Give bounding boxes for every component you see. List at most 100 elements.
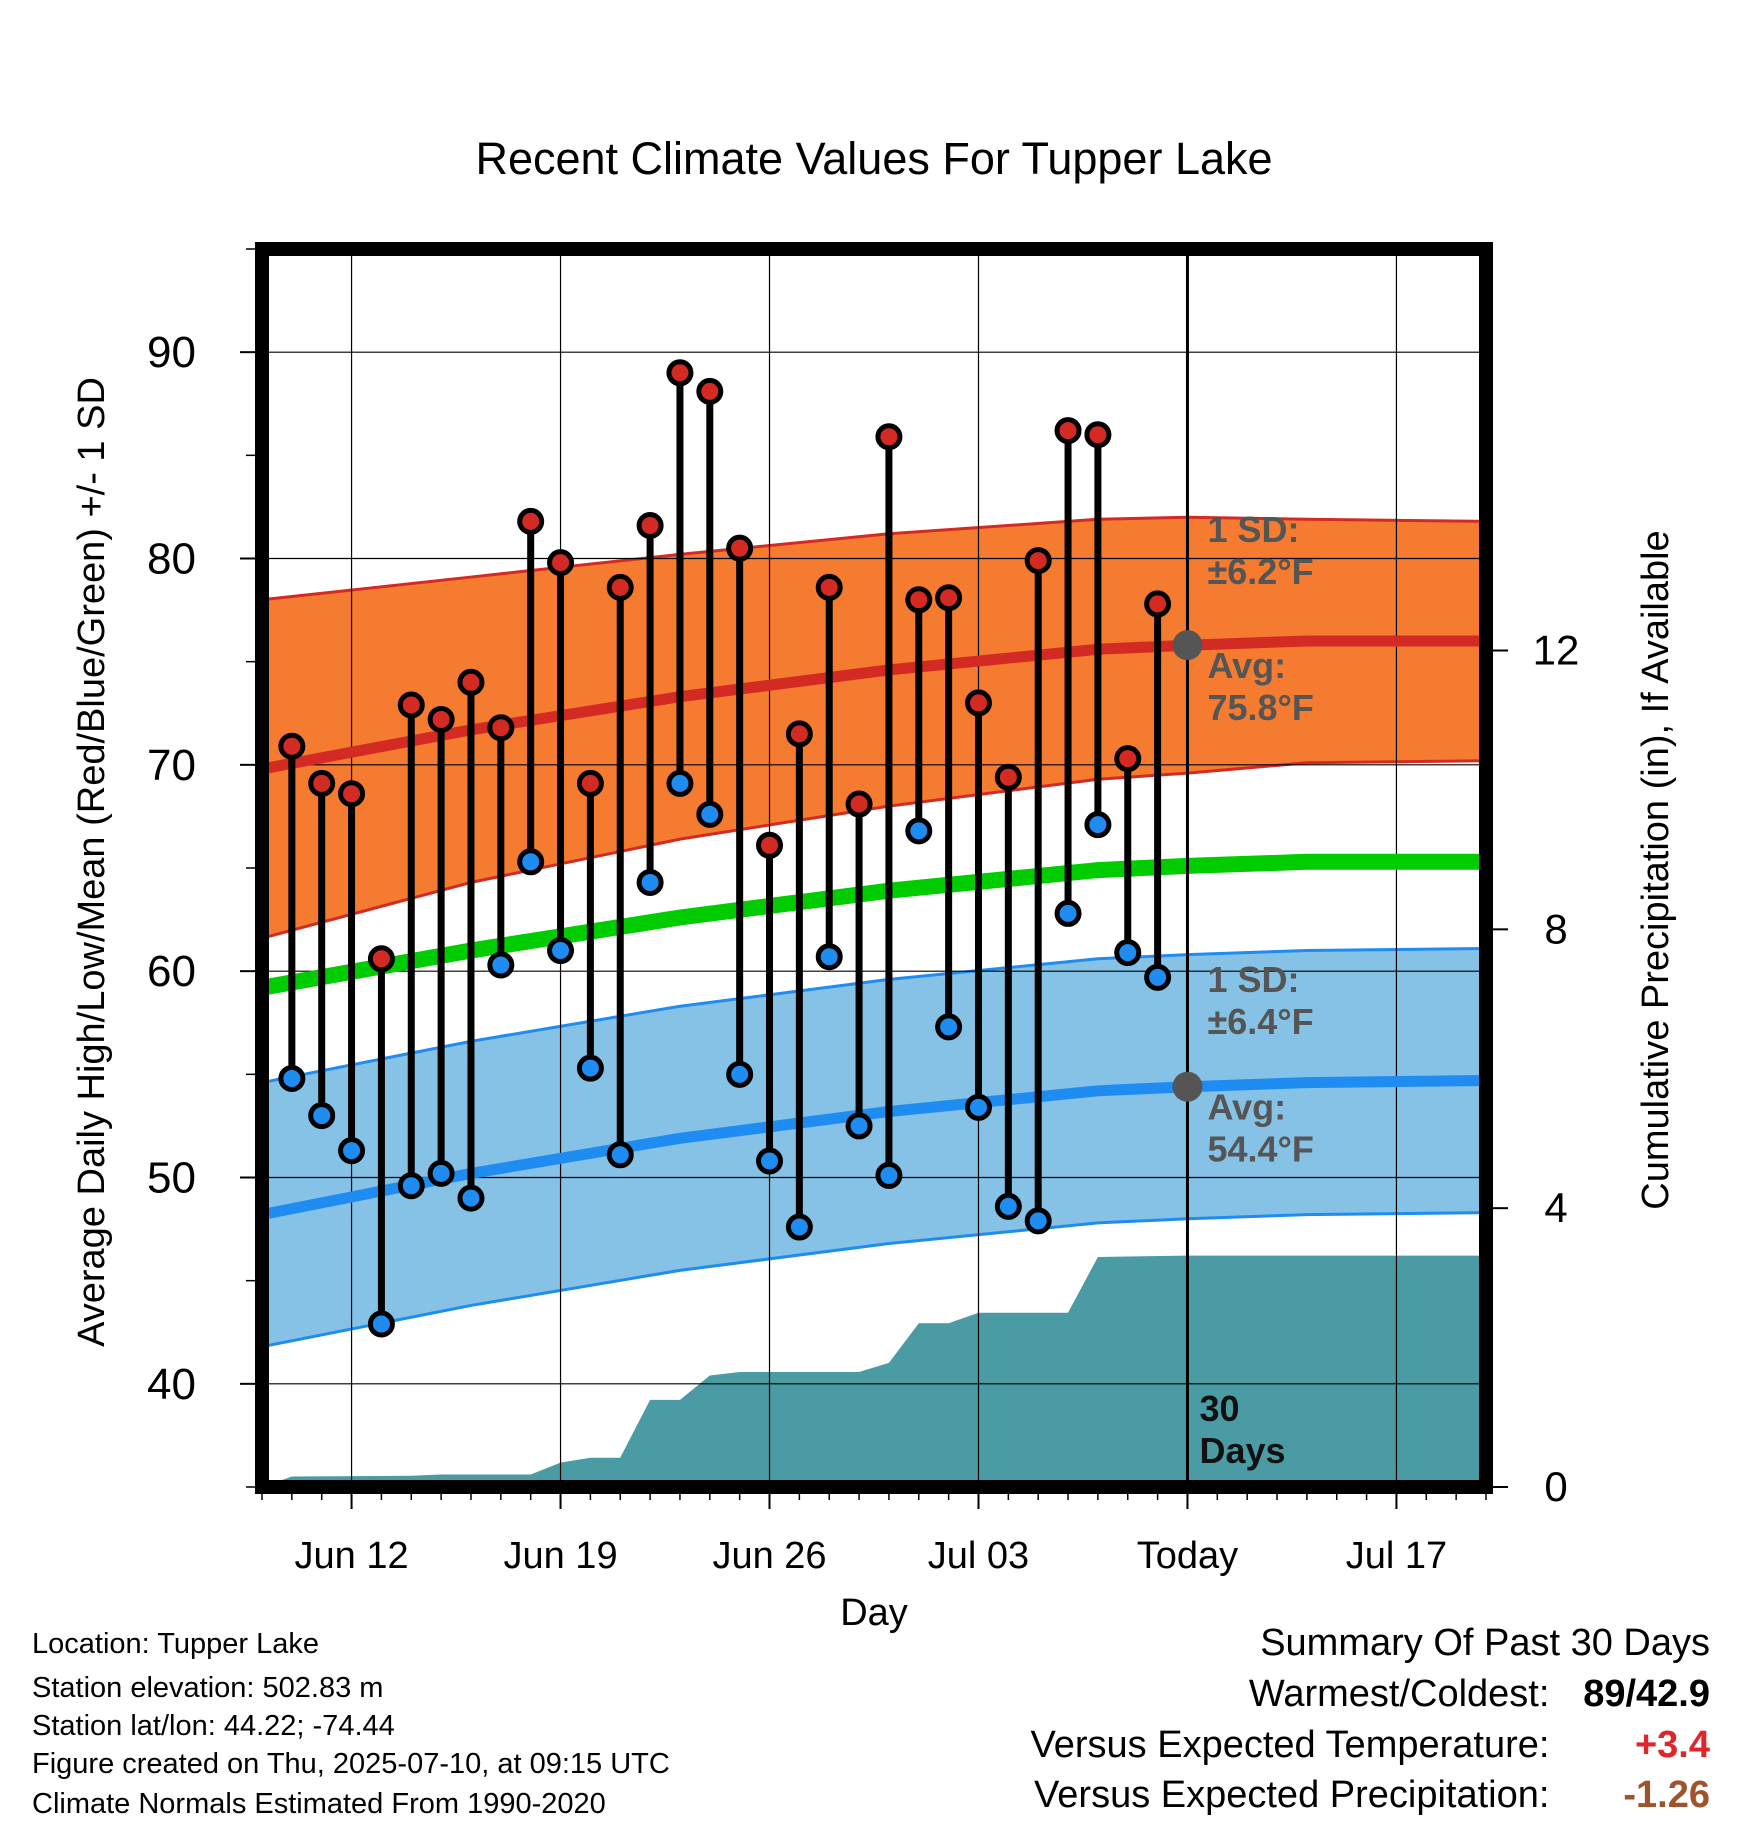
- info-location: Location: Tupper Lake: [32, 1628, 319, 1660]
- daily-high-point: [308, 769, 336, 797]
- daily-low-point: [905, 817, 933, 845]
- daily-high-point: [576, 769, 604, 797]
- daily-low-point: [338, 1137, 366, 1165]
- daily-low-point: [278, 1064, 306, 1092]
- info-elevation: Station elevation: 502.83 m: [32, 1672, 384, 1704]
- info-created: Figure created on Thu, 2025-07-10, at 09…: [32, 1748, 670, 1780]
- high-sd-band: [262, 517, 1486, 939]
- daily-high-point: [606, 573, 634, 601]
- precip-cumulative-area: [262, 1255, 1486, 1487]
- x-tick-label: Jul 03: [928, 1535, 1029, 1577]
- y-tick-label-right: 4: [1544, 1184, 1567, 1231]
- today-days-annotation: 30: [1199, 1388, 1239, 1429]
- daily-high-point: [1144, 590, 1172, 618]
- daily-low-point: [726, 1060, 754, 1088]
- low-sd-band: [262, 948, 1486, 1347]
- plot-frame: [255, 242, 1493, 1494]
- daily-low-point: [547, 937, 575, 965]
- x-tick-label: Jun 12: [295, 1535, 409, 1577]
- daily-low-point: [845, 1112, 873, 1140]
- info-latlon: Station lat/lon: 44.22; -74.44: [32, 1710, 395, 1742]
- daily-high-point: [994, 763, 1022, 791]
- summary-temp: Versus Expected Temperature: +3.4: [1031, 1724, 1710, 1767]
- precip-value: -1.26: [1623, 1774, 1710, 1816]
- low-sd-upper-edge: [261, 946, 1487, 1085]
- low-sd-lower-edge: [261, 1211, 1487, 1349]
- low-normal-line: [260, 1075, 1487, 1220]
- y-tick-label-left: 50: [147, 1154, 196, 1203]
- y-axis-label-left: Average Daily High/Low/Mean (Red/Blue/Gr…: [71, 377, 113, 1347]
- daily-high-point: [845, 790, 873, 818]
- daily-low-point: [756, 1147, 784, 1175]
- daily-low-point: [1054, 899, 1082, 927]
- daily-low-point: [397, 1172, 425, 1200]
- daily-low-point: [427, 1159, 455, 1187]
- daily-low-point: [457, 1184, 485, 1212]
- daily-high-point: [487, 714, 515, 742]
- daily-high-point: [696, 377, 724, 405]
- daily-high-point: [636, 511, 664, 539]
- y-tick-label-left: 90: [147, 328, 196, 377]
- y-axis-label-right: Cumulative Precipitation (in), If Availa…: [1635, 530, 1677, 1209]
- daily-series: [278, 359, 1172, 1338]
- daily-low-point: [367, 1310, 395, 1338]
- daily-high-point: [547, 549, 575, 577]
- high-sd-annotation: 1 SD:: [1207, 509, 1299, 550]
- daily-low-point: [666, 769, 694, 797]
- daily-high-point: [666, 359, 694, 387]
- mean-normal-line: [260, 853, 1486, 996]
- x-tick-label: Jun 26: [712, 1535, 826, 1577]
- low-avg-annotation: 54.4°F: [1207, 1129, 1313, 1170]
- y-tick-label-right: 0: [1544, 1463, 1567, 1510]
- precip-area: [262, 1255, 1486, 1487]
- daily-low-point: [487, 951, 515, 979]
- daily-high-point: [517, 507, 545, 535]
- low-sd-annotation: 1 SD:: [1207, 959, 1299, 1000]
- today-days-annotation: Days: [1199, 1430, 1285, 1471]
- high-sd-upper-edge: [261, 515, 1487, 602]
- daily-high-point: [338, 780, 366, 808]
- summary-precip: Versus Expected Precipitation: -1.26: [1034, 1774, 1710, 1817]
- low-sd-annotation: ±6.4°F: [1207, 1001, 1313, 1042]
- daily-low-point: [815, 943, 843, 971]
- daily-low-point: [1084, 811, 1112, 839]
- daily-high-point: [278, 732, 306, 760]
- daily-high-point: [785, 720, 813, 748]
- y-tick-label-right: 12: [1533, 627, 1580, 674]
- precip-label: Versus Expected Precipitation:: [1034, 1774, 1550, 1816]
- info-normals: Climate Normals Estimated From 1990-2020: [32, 1788, 606, 1820]
- chart-title: Recent Climate Values For Tupper Lake: [475, 133, 1272, 184]
- y-tick-label-left: 40: [147, 1360, 196, 1409]
- daily-high-point: [367, 945, 395, 973]
- temp-label: Versus Expected Temperature:: [1030, 1724, 1550, 1766]
- y-tick-label-left: 70: [147, 741, 196, 790]
- daily-high-point: [875, 423, 903, 451]
- daily-low-point: [696, 800, 724, 828]
- y-tick-label-left: 80: [147, 535, 196, 584]
- daily-high-point: [1024, 547, 1052, 575]
- daily-high-point: [964, 689, 992, 717]
- daily-high-point: [1084, 421, 1112, 449]
- high-sd-annotation: ±6.2°F: [1207, 551, 1313, 592]
- low-avg-annotation: Avg:: [1207, 1087, 1286, 1128]
- daily-low-point: [308, 1102, 336, 1130]
- daily-low-point: [576, 1054, 604, 1082]
- summary-warm-cold: Warmest/Coldest: 89/42.9: [1249, 1673, 1710, 1716]
- daily-high-point: [905, 586, 933, 614]
- daily-high-point: [397, 691, 425, 719]
- daily-low-point: [1114, 939, 1142, 967]
- daily-low-point: [964, 1093, 992, 1121]
- daily-low-point: [606, 1141, 634, 1169]
- high-avg-annotation: 75.8°F: [1207, 687, 1313, 728]
- x-axis-label: Day: [840, 1592, 908, 1634]
- daily-low-point: [935, 1013, 963, 1041]
- daily-high-point: [935, 584, 963, 612]
- warm-cold-label: Warmest/Coldest:: [1248, 1673, 1550, 1715]
- summary-title: Summary Of Past 30 Days: [1260, 1622, 1710, 1664]
- daily-high-point: [815, 573, 843, 601]
- daily-low-point: [1144, 963, 1172, 991]
- y-tick-label-right: 8: [1544, 905, 1567, 952]
- x-tick-label: Jul 17: [1346, 1535, 1447, 1577]
